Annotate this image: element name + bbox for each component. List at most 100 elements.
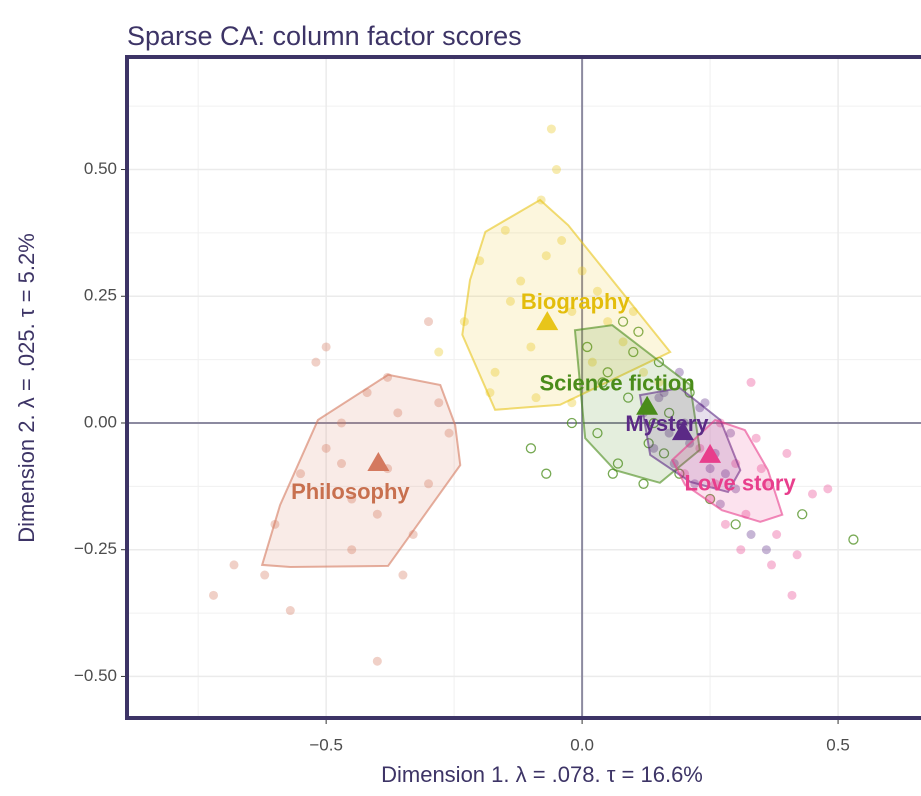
group-label: Biography bbox=[521, 289, 631, 314]
point bbox=[612, 458, 624, 469]
point bbox=[618, 337, 628, 347]
point bbox=[347, 494, 357, 504]
point bbox=[444, 428, 454, 438]
point bbox=[552, 165, 562, 175]
hull bbox=[461, 198, 672, 411]
group-label: Mystery bbox=[625, 411, 709, 436]
point bbox=[674, 468, 685, 479]
point bbox=[705, 464, 715, 474]
point bbox=[792, 550, 802, 560]
point bbox=[823, 484, 833, 494]
hull bbox=[260, 373, 462, 568]
point bbox=[209, 590, 219, 600]
point bbox=[285, 606, 295, 616]
point bbox=[746, 530, 756, 540]
point bbox=[756, 464, 766, 474]
point bbox=[761, 479, 771, 489]
point bbox=[772, 530, 782, 540]
point bbox=[525, 443, 537, 454]
point bbox=[592, 427, 603, 439]
point bbox=[639, 367, 649, 377]
point bbox=[260, 570, 270, 580]
point bbox=[603, 317, 613, 327]
point bbox=[505, 296, 515, 306]
point bbox=[664, 428, 674, 438]
point bbox=[782, 448, 792, 458]
point bbox=[649, 443, 659, 453]
centroid bbox=[367, 452, 390, 472]
point bbox=[710, 479, 720, 489]
point bbox=[767, 560, 777, 570]
point bbox=[592, 286, 602, 296]
point bbox=[654, 393, 664, 403]
y-tick-label: −0.50 bbox=[74, 666, 117, 685]
centroid bbox=[671, 421, 694, 441]
point bbox=[797, 509, 808, 520]
point bbox=[408, 530, 418, 540]
point bbox=[434, 398, 444, 408]
group-label: Love story bbox=[684, 471, 796, 496]
x-tick-label: 0.5 bbox=[826, 735, 850, 754]
point bbox=[602, 367, 613, 378]
point bbox=[726, 428, 736, 438]
centroid bbox=[699, 443, 722, 463]
point bbox=[761, 545, 771, 555]
point bbox=[500, 225, 510, 235]
point bbox=[557, 235, 567, 245]
point bbox=[633, 326, 644, 337]
point bbox=[393, 408, 403, 418]
plot-frame bbox=[125, 55, 921, 720]
point bbox=[566, 417, 578, 429]
point bbox=[347, 545, 357, 555]
point bbox=[398, 570, 408, 580]
point bbox=[638, 478, 649, 489]
point bbox=[658, 448, 670, 459]
point bbox=[541, 468, 552, 479]
point bbox=[746, 377, 756, 387]
point bbox=[434, 347, 444, 357]
hull bbox=[670, 418, 784, 523]
point bbox=[577, 266, 587, 276]
x-tick-label: 0.0 bbox=[570, 735, 594, 754]
group-label: Science fiction bbox=[539, 371, 694, 396]
point bbox=[587, 357, 597, 367]
point bbox=[321, 443, 331, 453]
point bbox=[567, 306, 577, 316]
group-label: Philosophy bbox=[291, 479, 410, 504]
point bbox=[336, 459, 346, 469]
centroid bbox=[536, 311, 559, 331]
point bbox=[623, 392, 634, 403]
point bbox=[321, 342, 331, 352]
point bbox=[424, 317, 434, 327]
point bbox=[424, 479, 434, 489]
point bbox=[311, 357, 321, 367]
point bbox=[736, 545, 746, 555]
point bbox=[720, 469, 730, 479]
point bbox=[229, 560, 239, 570]
y-axis-title: Dimension 2. λ = .025. τ = 5.2% bbox=[14, 233, 39, 543]
y-tick-label: 0.00 bbox=[84, 412, 117, 431]
point bbox=[663, 407, 675, 418]
x-tick-label: −0.5 bbox=[309, 735, 343, 754]
y-tick-label: −0.25 bbox=[74, 539, 117, 558]
point bbox=[730, 519, 741, 530]
point bbox=[516, 276, 526, 286]
plot-background bbox=[127, 57, 921, 718]
point bbox=[541, 251, 551, 261]
x-axis-title: Dimension 1. λ = .078. τ = 16.6% bbox=[381, 762, 703, 787]
point bbox=[582, 341, 593, 353]
y-tick-label: 0.50 bbox=[84, 159, 117, 178]
point bbox=[807, 489, 817, 499]
point bbox=[531, 393, 541, 403]
point bbox=[751, 433, 761, 443]
y-tick-label: 0.25 bbox=[84, 286, 117, 305]
point bbox=[715, 499, 725, 509]
point bbox=[490, 367, 500, 377]
point bbox=[372, 656, 382, 666]
point bbox=[720, 519, 730, 529]
hull bbox=[573, 324, 701, 484]
point bbox=[372, 509, 382, 519]
point bbox=[617, 316, 629, 327]
point bbox=[731, 484, 741, 494]
